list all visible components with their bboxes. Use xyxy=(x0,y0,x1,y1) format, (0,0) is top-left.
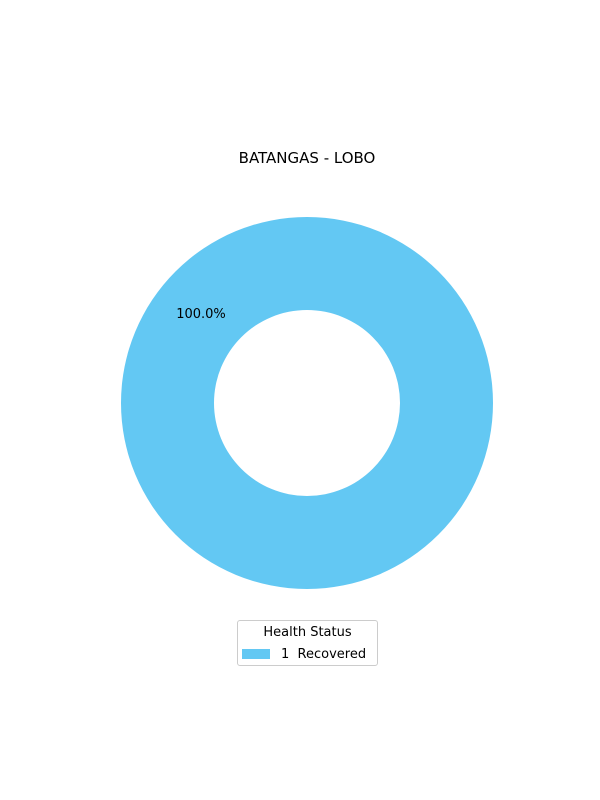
legend: Health Status 1 Recovered xyxy=(237,620,378,666)
legend-entry-recovered: 1 Recovered xyxy=(242,645,366,663)
legend-title: Health Status xyxy=(263,625,352,640)
donut-slice-0 xyxy=(121,217,493,589)
chart-title: BATANGAS - LOBO xyxy=(239,149,376,167)
slice-percent-label-0: 100.0% xyxy=(176,307,226,322)
labels-group: 100.0% xyxy=(176,307,226,322)
legend-label-recovered: 1 Recovered xyxy=(281,646,367,662)
legend-swatch-recovered xyxy=(242,649,270,659)
slices-group xyxy=(121,217,493,589)
